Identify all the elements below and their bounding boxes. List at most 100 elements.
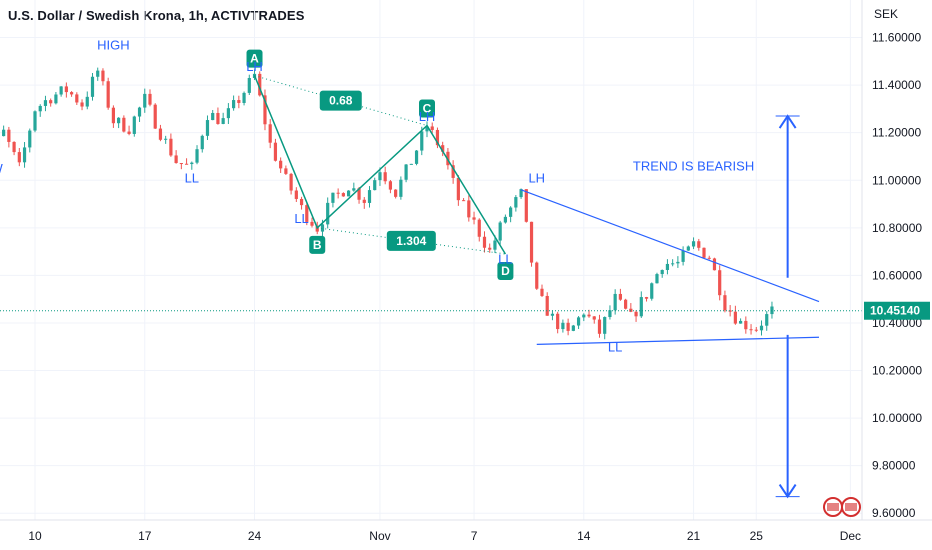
annotation-label: LL — [185, 171, 199, 186]
candle — [75, 92, 79, 105]
candle — [179, 163, 183, 170]
candle — [399, 176, 403, 200]
candle — [524, 189, 528, 223]
candle — [514, 195, 518, 212]
ratio-label: 1.304 — [396, 234, 426, 248]
x-tick-label: 21 — [687, 529, 701, 543]
annotation-label: LH — [246, 59, 263, 74]
candle — [556, 311, 560, 334]
annotation-label: LL — [294, 211, 308, 226]
candle — [644, 296, 649, 302]
candle — [336, 188, 340, 199]
candle — [467, 195, 471, 222]
candle — [242, 91, 246, 106]
candle — [33, 110, 37, 133]
y-tick-label: 10.80000 — [872, 221, 922, 235]
candle — [655, 272, 659, 284]
y-tick-label: 10.20000 — [872, 364, 922, 378]
candle — [174, 150, 178, 164]
candle — [498, 220, 502, 245]
candle — [603, 316, 607, 340]
candle — [132, 115, 136, 137]
candle — [137, 106, 142, 123]
candle — [378, 167, 382, 186]
candle — [425, 121, 429, 138]
x-tick-label: 10 — [28, 529, 42, 543]
candle — [718, 265, 722, 301]
candle — [2, 125, 6, 137]
candle — [106, 77, 110, 110]
candle — [744, 316, 748, 334]
pattern-point-c — [419, 99, 435, 118]
candle — [326, 197, 330, 229]
candle — [624, 298, 628, 310]
annotation-label: LL — [608, 340, 622, 355]
candle — [305, 203, 309, 226]
current-price-label: 10.45140 — [870, 304, 920, 318]
candle — [634, 310, 638, 322]
annotation-label: LH — [528, 171, 545, 186]
abcd-pattern-line — [253, 75, 507, 255]
price-axis: 11.60000 11.40000 11.20000 11.00000 10.80000… — [861, 0, 930, 520]
candle — [7, 126, 11, 148]
candle — [347, 190, 351, 197]
time-axis: 10 17 24 Nov 7 14 21 25 Dec — [0, 519, 932, 543]
candle — [284, 165, 288, 176]
candle — [509, 206, 513, 223]
candle — [12, 141, 16, 156]
ratio-badge — [319, 90, 362, 111]
candle — [352, 182, 356, 192]
candle — [477, 218, 481, 242]
candle — [69, 91, 74, 97]
candle — [597, 314, 602, 338]
candle — [639, 291, 643, 318]
candle — [691, 237, 696, 250]
candle — [362, 197, 366, 209]
candle — [294, 187, 298, 202]
candle — [671, 259, 675, 267]
candle — [96, 67, 100, 81]
candle — [676, 256, 680, 268]
candle — [22, 142, 27, 168]
candle — [759, 320, 764, 336]
candle — [592, 316, 596, 324]
trendline-upper — [520, 189, 820, 303]
candle — [608, 305, 612, 320]
candle — [122, 115, 126, 133]
trendline-lower — [536, 336, 820, 345]
candle — [331, 192, 335, 208]
x-tick-label: 25 — [750, 529, 764, 543]
candle — [404, 164, 408, 183]
candle — [54, 91, 58, 105]
candles — [0, 67, 774, 340]
ratio-badge — [386, 230, 436, 251]
candle — [529, 221, 534, 267]
candle — [38, 104, 42, 117]
pattern-point-d — [497, 261, 514, 280]
annotation-label: LL — [498, 252, 512, 267]
pattern-point-label: D — [501, 264, 510, 278]
candle — [226, 103, 230, 125]
candle — [158, 124, 163, 142]
candle — [728, 305, 732, 317]
current-price-badge — [864, 301, 930, 320]
candle — [279, 157, 283, 173]
candle — [341, 192, 345, 197]
candle — [258, 71, 262, 97]
candle — [723, 290, 727, 313]
candle — [618, 288, 622, 301]
candle — [702, 247, 706, 259]
candle — [388, 179, 393, 194]
target-arrow-down — [775, 334, 800, 499]
candle — [765, 311, 769, 331]
candle — [430, 122, 434, 134]
candle — [184, 158, 189, 165]
candle — [712, 257, 717, 271]
pattern-point-label: A — [250, 52, 259, 66]
pattern-point-label: C — [423, 102, 432, 116]
y-tick-label: 11.20000 — [872, 126, 921, 140]
candle — [127, 125, 131, 136]
candle — [190, 161, 194, 170]
candle — [43, 95, 48, 112]
